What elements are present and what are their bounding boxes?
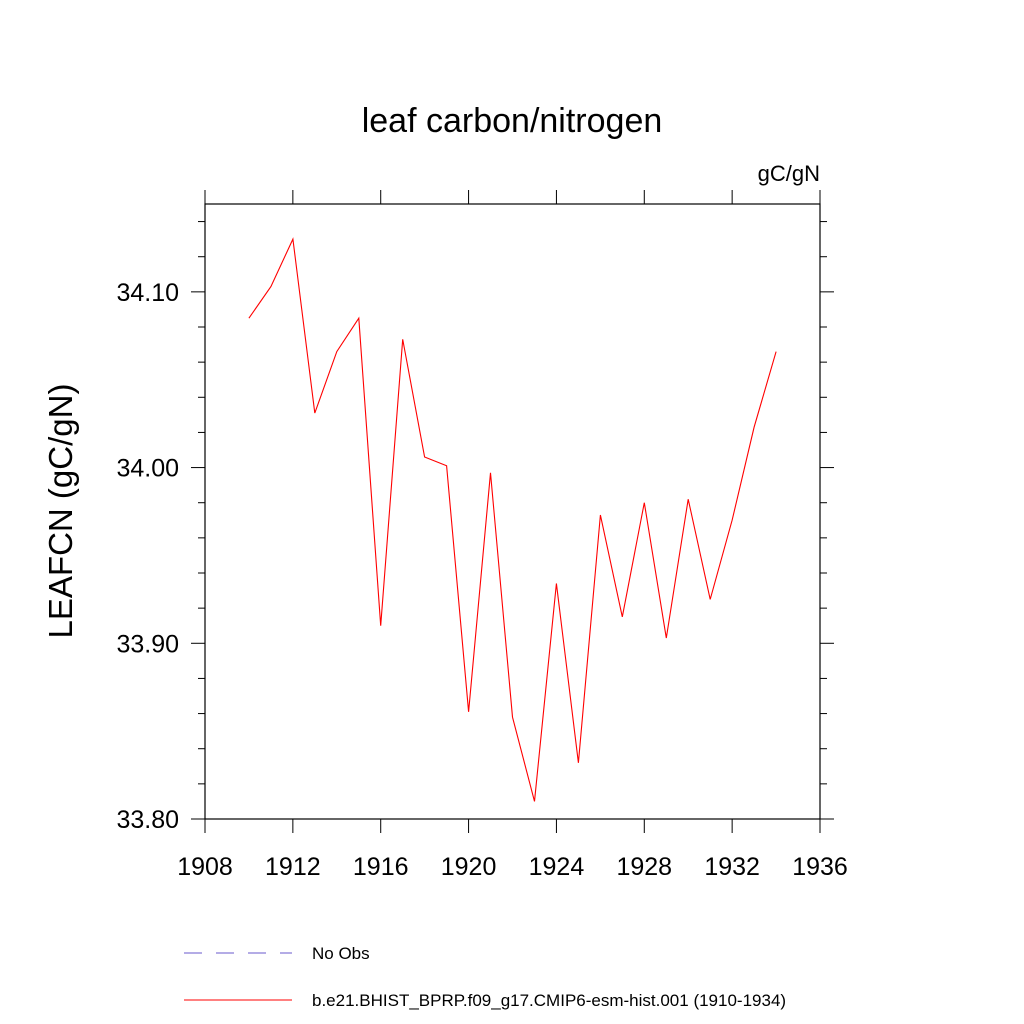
- x-tick-label: 1928: [616, 853, 672, 881]
- axis-ticks: [191, 190, 834, 833]
- units-label: gC/gN: [758, 161, 820, 186]
- chart-title: leaf carbon/nitrogen: [362, 102, 663, 140]
- legend-label: No Obs: [312, 944, 370, 963]
- series-line: [248, 237, 777, 802]
- y-tick-label: 34.00: [116, 455, 179, 483]
- x-tick-label: 1916: [353, 853, 409, 881]
- x-tick-label: 1932: [704, 853, 760, 881]
- x-tick-label: 1924: [529, 853, 585, 881]
- x-tick-label: 1920: [441, 853, 497, 881]
- plot-frame: [204, 203, 821, 820]
- legend-label: b.e21.BHIST_BPRP.f09_g17.CMIP6-esm-hist.…: [312, 991, 786, 1010]
- y-tick-label: 33.80: [116, 806, 179, 834]
- x-tick-label: 1908: [177, 853, 233, 881]
- y-tick-label: 33.90: [116, 630, 179, 658]
- legend: No Obs b.e21.BHIST_BPRP.f09_g17.CMIP6-esm…: [184, 944, 786, 1010]
- series-group: [248, 237, 777, 802]
- y-axis-label: LEAFCN (gC/gN): [42, 384, 79, 639]
- x-tick-label: 1912: [265, 853, 321, 881]
- y-tick-label: 34.10: [116, 279, 179, 307]
- tick-labels: 1908 1912 1916 1920 1924 1928 1932 1936 33.80 33.…: [116, 279, 847, 881]
- x-tick-label: 1936: [792, 853, 848, 881]
